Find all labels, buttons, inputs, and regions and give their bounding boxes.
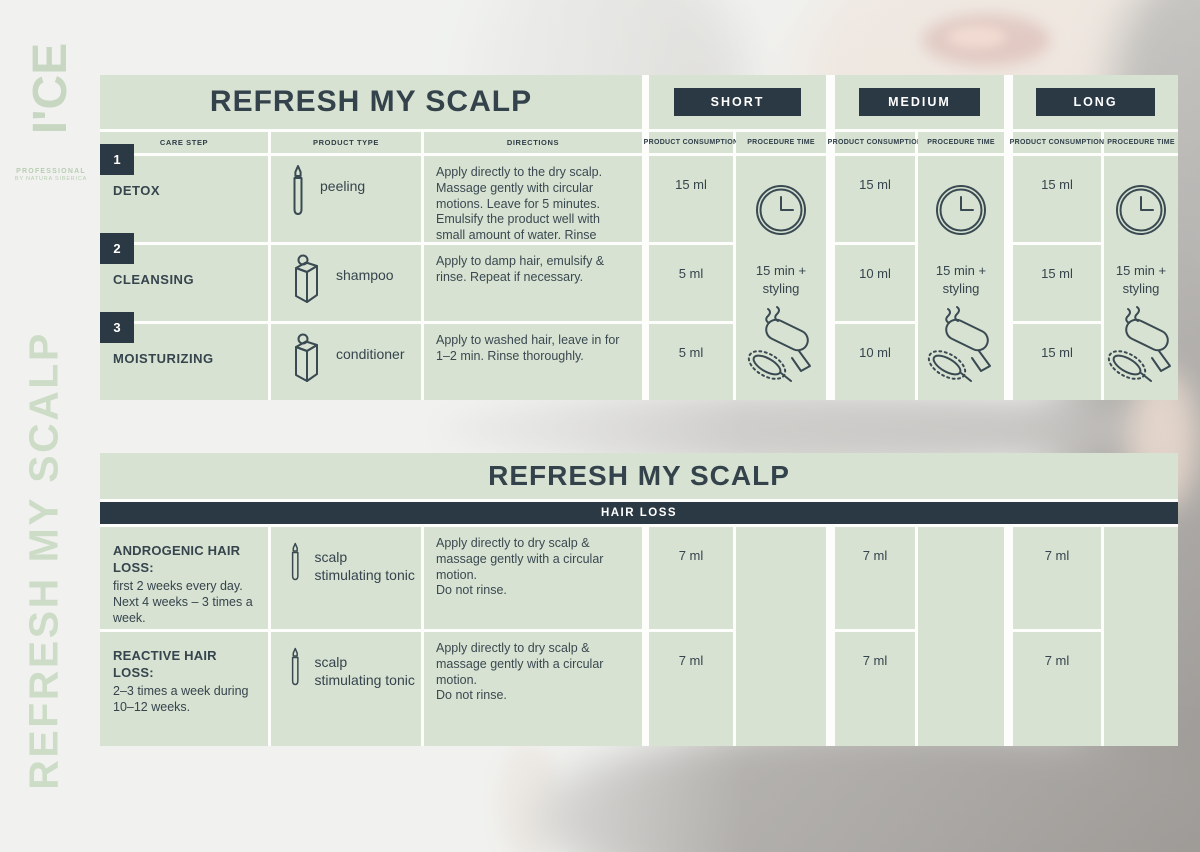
procedure-time-cell: 15 min + styling (918, 156, 1004, 400)
brand-logo: I'CE (12, 8, 90, 168)
header-directions: DIRECTIONS (424, 132, 642, 153)
procedure-time-note: 15 min + styling (1115, 263, 1167, 296)
step-number-badge: 2 (100, 233, 134, 264)
clock-icon (1116, 185, 1166, 235)
product-name: shampoo (336, 267, 394, 283)
table-row-product: shampoo (271, 245, 421, 321)
condition-title: REACTIVE HAIR LOSS: (113, 648, 217, 680)
table-row-care-step: ANDROGENIC HAIR LOSS: first 2 weeks ever… (100, 527, 268, 629)
table-row-directions: Apply to damp hair, emulsify & rinse. Re… (424, 245, 642, 321)
vertical-side-title-text: REFRESH MY SCALP (20, 330, 67, 790)
product-name: scalp stimulating tonic (314, 549, 415, 583)
header-procedure-time: PROCEDURE TIME (1104, 132, 1178, 153)
procedure-time-cell-empty (736, 527, 826, 746)
consumption-value: 15 ml (649, 156, 733, 242)
step-name: MOISTURIZING (113, 351, 214, 366)
product-name: scalp stimulating tonic (314, 654, 415, 688)
hair-loss-table: REFRESH MY SCALP HAIR LOSS ANDROGENIC HA… (100, 453, 1178, 746)
table-row-product: peeling (271, 156, 421, 242)
consumption-value: 15 ml (1013, 324, 1101, 400)
tube-icon (291, 647, 299, 686)
table-row-care-step: 2 CLEANSING (100, 233, 268, 321)
group-band-medium: MEDIUM (835, 75, 1004, 129)
long-label: LONG (1036, 88, 1155, 116)
header-product-consumption: PRODUCT CONSUMPTION (1010, 132, 1104, 153)
table-row-product: scalp stimulating tonic (271, 527, 421, 629)
consumption-value: 10 ml (835, 324, 915, 400)
brand-logo-subtext: PROFESSIONAL BY NATURA SIBERICA (10, 168, 92, 182)
consumption-value: 5 ml (649, 245, 733, 321)
medium-label: MEDIUM (858, 88, 981, 116)
hair-loss-band: HAIR LOSS (100, 502, 1178, 524)
step-number-badge: 1 (100, 144, 134, 175)
table-row-product: scalp stimulating tonic (271, 632, 421, 746)
table-row-care-step: REACTIVE HAIR LOSS: 2–3 times a week dur… (100, 632, 268, 746)
group-band-long: LONG (1013, 75, 1178, 129)
consumption-value: 15 ml (1013, 156, 1101, 242)
consumption-value: 10 ml (835, 245, 915, 321)
clock-icon (936, 185, 986, 235)
table-row-directions: Apply to washed hair, leave in for 1–2 m… (424, 324, 642, 400)
table1-title: REFRESH MY SCALP (100, 75, 642, 129)
consumption-value: 7 ml (1013, 632, 1101, 746)
procedure-time-note: 15 min + styling (755, 263, 807, 296)
table2-title: REFRESH MY SCALP (100, 453, 1178, 499)
table-row-care-step: 3 MOISTURIZING (100, 312, 268, 400)
bottle-icon (295, 254, 318, 303)
hairdryer-brush-icon (927, 306, 991, 383)
group-band-short: SHORT (649, 75, 826, 129)
consumption-value: 5 ml (649, 324, 733, 400)
product-name: peeling (320, 178, 366, 194)
header-product-type: PRODUCT TYPE (271, 132, 421, 153)
hairdryer-brush-icon (747, 306, 811, 383)
procedure-time-cell-empty (918, 527, 1004, 746)
vertical-side-title: REFRESH MY SCALP (2, 288, 86, 832)
brand-logo-text: I'CE (24, 42, 78, 134)
consumption-value: 7 ml (649, 527, 733, 629)
table-row-care-step: 1 DETOX (100, 144, 268, 242)
header-procedure-time: PROCEDURE TIME (918, 132, 1004, 153)
header-product-consumption: PRODUCT CONSUMPTION (828, 132, 922, 153)
condition-desc: first 2 weeks every day. Next 4 weeks – … (113, 578, 253, 626)
header-care-step: CARE STEP (100, 132, 268, 153)
brand-logo-subline2: BY NATURA SIBERICA (14, 176, 88, 182)
consumption-value: 15 ml (835, 156, 915, 242)
tube-icon (291, 542, 299, 581)
consumption-value: 7 ml (835, 527, 915, 629)
hairdryer-brush-icon (1107, 306, 1171, 383)
short-label: SHORT (673, 88, 802, 116)
procedure-time-note: 15 min + styling (935, 263, 987, 296)
table-row-directions: Apply directly to dry scalp & massage ge… (424, 527, 642, 629)
step-name: DETOX (113, 183, 161, 198)
header-product-consumption: PRODUCT CONSUMPTION (644, 132, 738, 153)
table-row-directions: Apply directly to the dry scalp. Massage… (424, 156, 642, 258)
tube-icon (293, 165, 303, 215)
step-name: CLEANSING (113, 272, 195, 287)
step-number-badge: 3 (100, 312, 134, 343)
care-steps-table: REFRESH MY SCALP SHORT MEDIUM LONG CARE … (100, 75, 1178, 400)
procedure-time-cell-empty (1104, 527, 1178, 746)
table-row-directions: Apply directly to dry scalp & massage ge… (424, 632, 642, 746)
bottle-icon (295, 333, 318, 382)
consumption-value: 7 ml (835, 632, 915, 746)
table-row-product: conditioner (271, 324, 421, 400)
condition-desc: 2–3 times a week during 10–12 weeks. (113, 683, 249, 715)
consumption-value: 7 ml (1013, 527, 1101, 629)
header-procedure-time: PROCEDURE TIME (736, 132, 826, 153)
procedure-time-cell: 15 min + styling (1104, 156, 1178, 400)
product-name: conditioner (336, 346, 405, 362)
clock-icon (756, 185, 806, 235)
consumption-value: 15 ml (1013, 245, 1101, 321)
brand-logo-subline1: PROFESSIONAL (16, 168, 86, 175)
consumption-value: 7 ml (649, 632, 733, 746)
procedure-time-cell: 15 min + styling (736, 156, 826, 400)
condition-title: ANDROGENIC HAIR LOSS: (113, 543, 241, 575)
